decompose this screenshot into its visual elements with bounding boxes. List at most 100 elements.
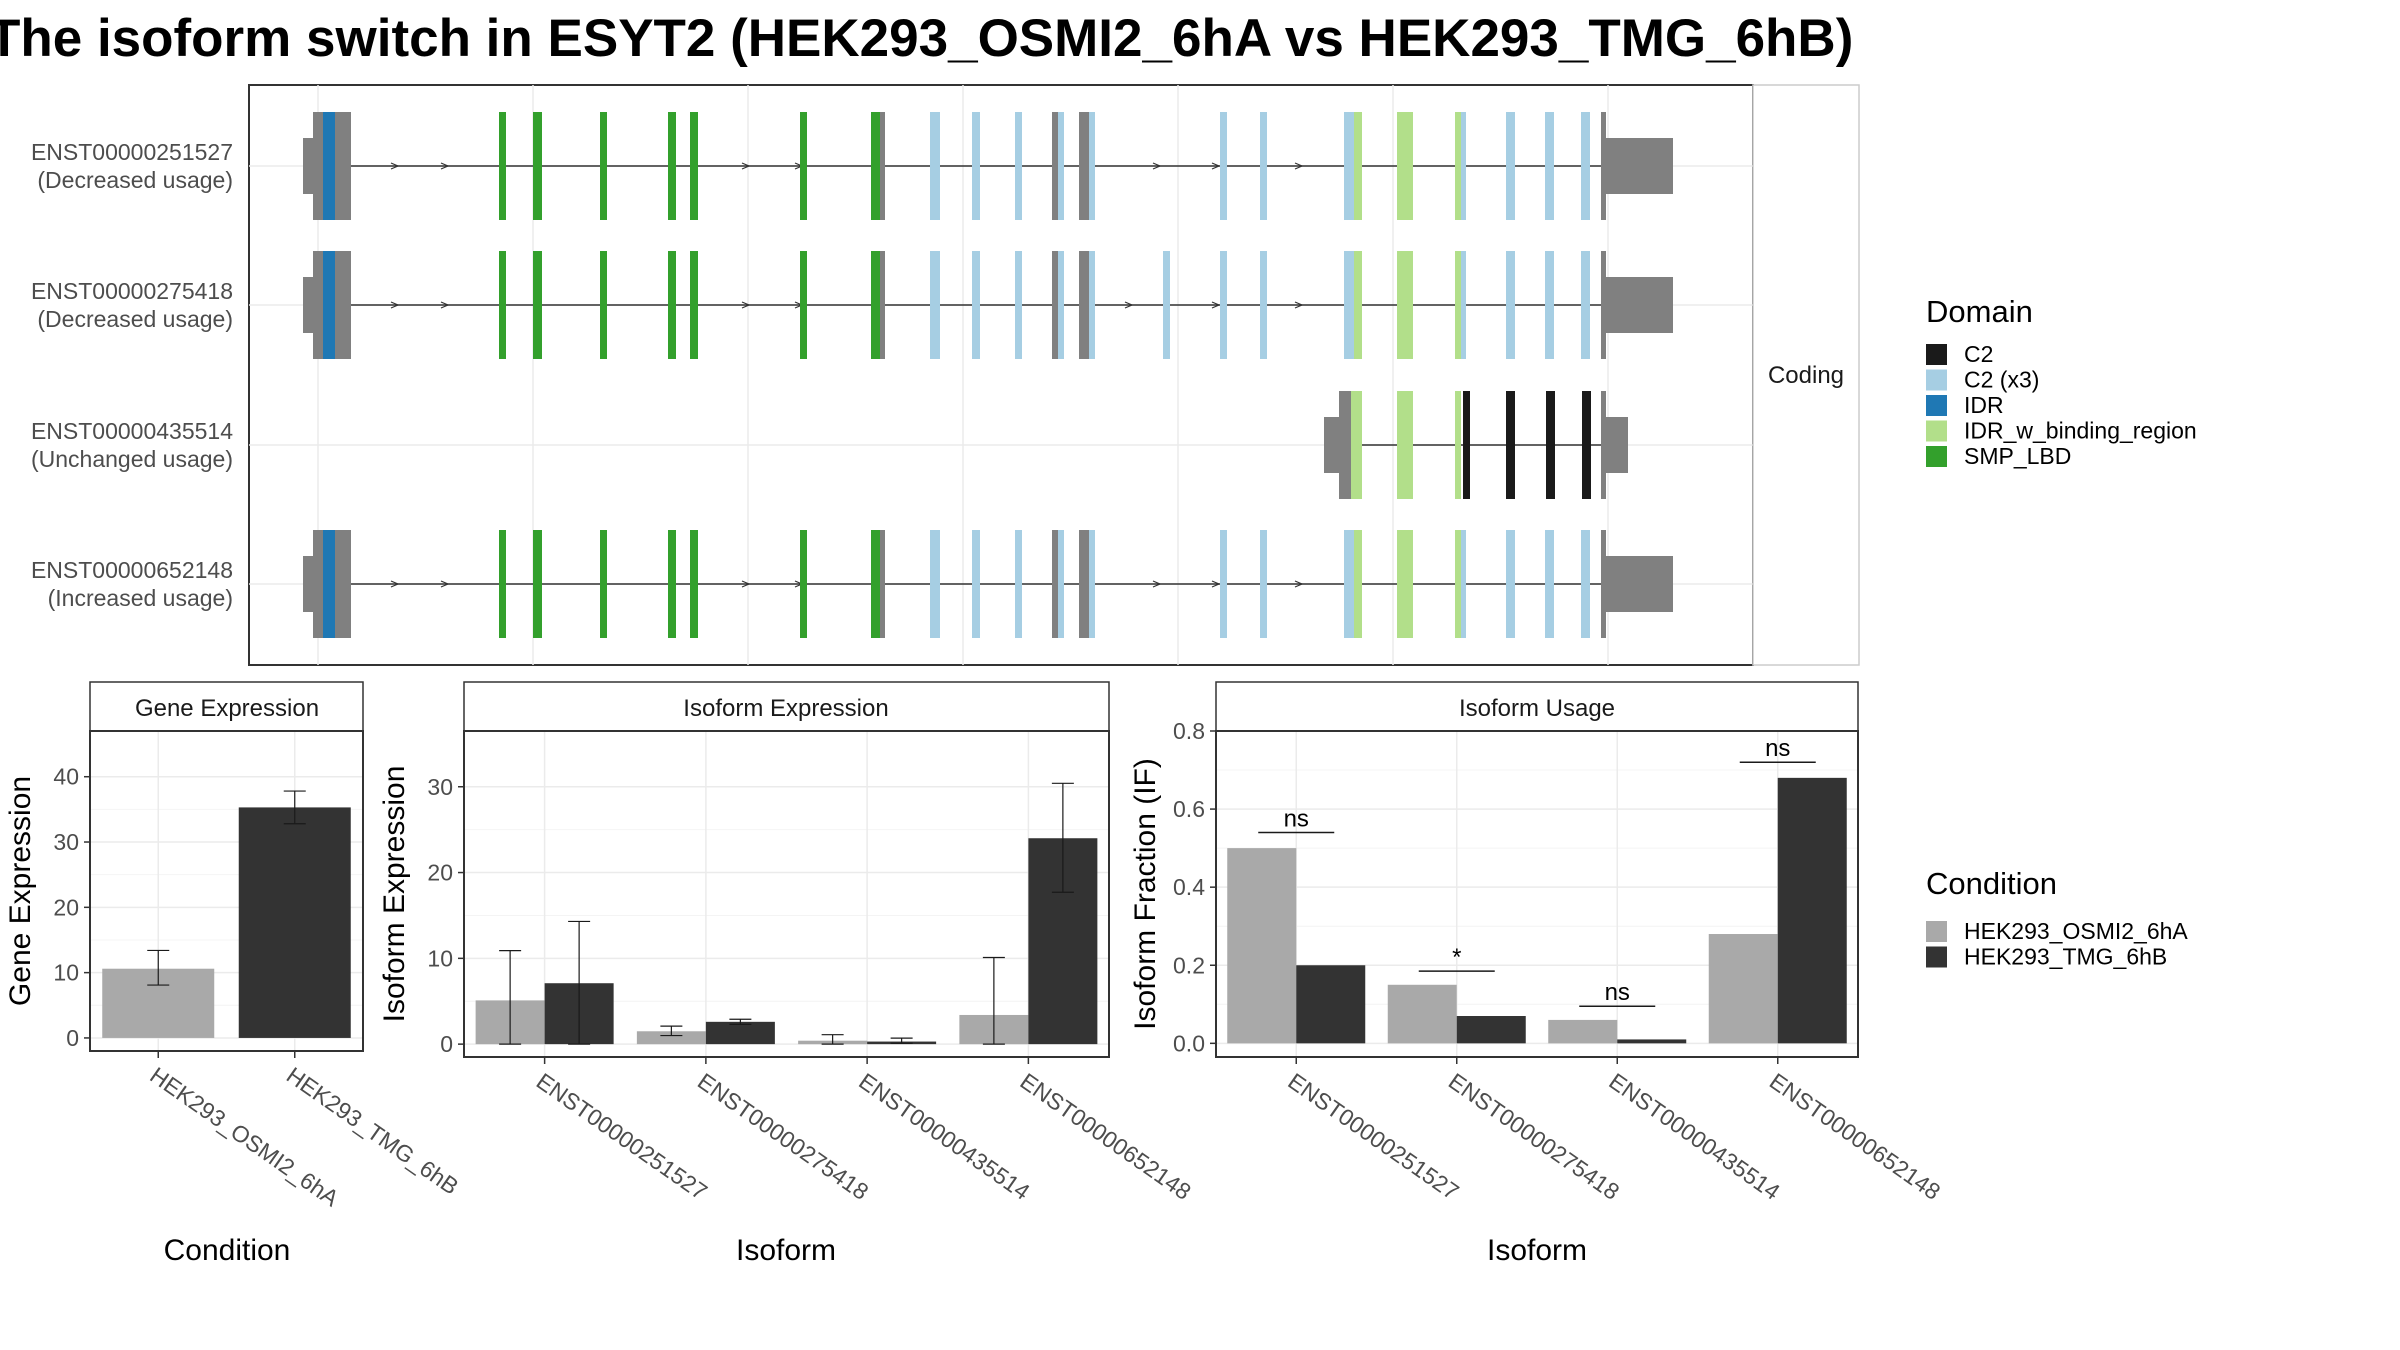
exon-domain bbox=[690, 251, 698, 359]
exon bbox=[313, 251, 325, 359]
exon-domain bbox=[1545, 530, 1554, 638]
y-tick-label: 20 bbox=[53, 894, 79, 920]
structure-rows bbox=[303, 112, 1673, 638]
strand-arrow bbox=[1124, 301, 1134, 309]
isoform-usage-strip-title: Isoform Usage bbox=[1459, 695, 1615, 722]
exon-domain bbox=[668, 112, 676, 220]
significance-label: ns bbox=[1284, 806, 1309, 833]
exon bbox=[1601, 391, 1606, 499]
exon-domain bbox=[690, 530, 698, 638]
strand-arrow bbox=[1294, 162, 1304, 170]
exon-domain bbox=[1089, 530, 1095, 638]
exon bbox=[1339, 391, 1351, 499]
y-tick-label: 0.4 bbox=[1173, 874, 1205, 900]
exon-domain bbox=[1581, 530, 1590, 638]
transcript-id: ENST00000652148 bbox=[31, 557, 233, 583]
x-tick-label: ENST00000275418 bbox=[1444, 1068, 1624, 1205]
utr-3prime bbox=[1606, 277, 1673, 333]
transcript-row bbox=[303, 112, 1673, 220]
legend-label: IDR_w_binding_region bbox=[1964, 418, 2197, 444]
isoform-usage-panel: Isoform Usage ns * ns ns 0.0 0.2 0.4 0.6 0.8 ENST… bbox=[1129, 681, 1945, 1267]
legend-key bbox=[1926, 921, 1947, 942]
isoform-expression-strip bbox=[463, 681, 1110, 732]
legend-label: IDR bbox=[1964, 392, 2004, 418]
exon-domain bbox=[871, 251, 880, 359]
exon-domain bbox=[1455, 112, 1461, 220]
exon-domain bbox=[1463, 391, 1470, 499]
exon bbox=[1601, 251, 1606, 359]
y-tick-label: 20 bbox=[427, 860, 453, 886]
exon-domain bbox=[1260, 251, 1267, 359]
y-tick-label: 10 bbox=[427, 945, 453, 971]
legend-key bbox=[1926, 395, 1947, 416]
bar bbox=[705, 1021, 775, 1045]
exon-domain bbox=[1455, 530, 1461, 638]
facet-strip bbox=[1752, 84, 1860, 666]
exon bbox=[1079, 112, 1089, 220]
exon-domain bbox=[1455, 251, 1461, 359]
y-tick-label: 30 bbox=[53, 829, 79, 855]
exon bbox=[880, 251, 885, 359]
strand-arrow bbox=[741, 162, 751, 170]
strand-arrow bbox=[390, 580, 400, 588]
x-tick-label: ENST00000435514 bbox=[854, 1068, 1035, 1205]
exon-domain bbox=[1581, 112, 1590, 220]
exon-domain bbox=[690, 112, 698, 220]
isoform-usage-strip bbox=[1215, 681, 1859, 732]
utr-3prime bbox=[1606, 556, 1673, 612]
exon-domain bbox=[1461, 112, 1466, 220]
isoform-expression-ylabel: Isoform Expression bbox=[378, 766, 411, 1023]
legend-label: HEK293_OSMI2_6hA bbox=[1964, 918, 2188, 944]
transcript-id: ENST00000435514 bbox=[31, 418, 233, 444]
exon-domain bbox=[1581, 251, 1590, 359]
exon bbox=[313, 530, 325, 638]
x-tick-label: ENST00000251527 bbox=[532, 1068, 712, 1205]
transcript-usage: (Decreased usage) bbox=[37, 167, 233, 193]
strand-arrow bbox=[390, 301, 400, 309]
exon-domain bbox=[1545, 251, 1554, 359]
exon-domain bbox=[1546, 391, 1555, 499]
exon-domain bbox=[1344, 251, 1354, 359]
strand-arrow bbox=[1152, 162, 1162, 170]
exon-domain bbox=[1545, 112, 1554, 220]
strand-arrow bbox=[1211, 162, 1221, 170]
exon-domain bbox=[1220, 251, 1227, 359]
exon bbox=[1079, 251, 1089, 359]
bar bbox=[1777, 777, 1847, 1044]
legend-key bbox=[1926, 344, 1947, 365]
gene-expression-frame bbox=[89, 730, 364, 1052]
isoform-usage-ylabel: Isoform Fraction (IF) bbox=[1129, 758, 1162, 1030]
exon-domain bbox=[972, 251, 980, 359]
exon-domain bbox=[533, 251, 542, 359]
exon-domain bbox=[1260, 530, 1267, 638]
gene-expression-strip-title: Gene Expression bbox=[135, 695, 319, 722]
y-tick-label: 0.8 bbox=[1173, 718, 1205, 744]
exon-domain bbox=[871, 112, 880, 220]
exon-domain bbox=[1354, 530, 1362, 638]
utr-3prime bbox=[1606, 417, 1628, 473]
condition-legend-title: Condition bbox=[1926, 866, 2057, 901]
exon-domain bbox=[871, 530, 880, 638]
strand-arrow bbox=[390, 162, 400, 170]
exon bbox=[335, 112, 351, 220]
y-tick-label: 0 bbox=[66, 1025, 79, 1051]
exon-domain bbox=[800, 251, 807, 359]
exon-domain bbox=[533, 530, 542, 638]
exon-domain bbox=[1163, 251, 1170, 359]
exon-domain bbox=[1220, 530, 1227, 638]
exon bbox=[1052, 112, 1058, 220]
strand-arrow bbox=[1294, 580, 1304, 588]
bar bbox=[1296, 965, 1366, 1044]
exon-domain bbox=[1506, 391, 1515, 499]
legend-label: C2 (x3) bbox=[1964, 367, 2039, 393]
x-tick-label: ENST00000652148 bbox=[1765, 1068, 1945, 1205]
bar bbox=[1227, 848, 1297, 1044]
transcript-id: ENST00000251527 bbox=[31, 139, 233, 165]
y-tick-label: 0.6 bbox=[1173, 796, 1205, 822]
gene-expression-ylabel: Gene Expression bbox=[4, 776, 37, 1006]
isoform-usage-xlabel: Isoform bbox=[1487, 1234, 1587, 1267]
significance-label: * bbox=[1452, 944, 1461, 971]
